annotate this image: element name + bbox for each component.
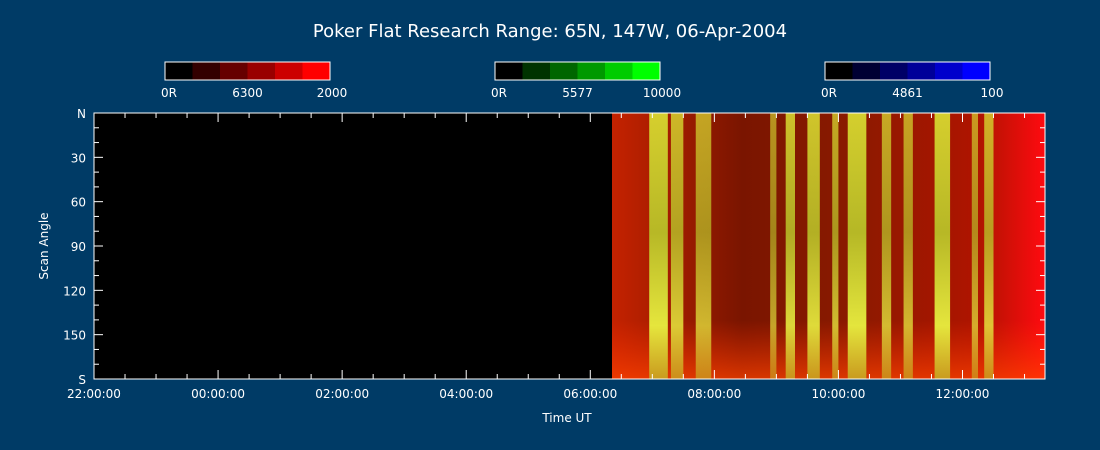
aurora-band (649, 113, 668, 379)
colorbar-swatch (275, 62, 303, 80)
y-tick-label: 90 (71, 240, 86, 254)
aurora-band (695, 113, 712, 379)
colorbar-swatch (962, 62, 991, 80)
aurora-band (832, 113, 839, 379)
aurora-band (770, 113, 777, 379)
colorbar-max-label: 10000 (643, 86, 681, 100)
colorbar-min-label: 0R (821, 86, 837, 100)
colorbar-max-label: 100 (981, 86, 1004, 100)
aurora-band (881, 113, 892, 379)
x-tick-label: 10:00:00 (811, 387, 865, 401)
aurora-band (934, 113, 951, 379)
colorbar-swatch (632, 62, 661, 80)
colorbar-frame (494, 61, 661, 81)
x-tick-label: 00:00:00 (191, 387, 245, 401)
colorbar-swatch (825, 62, 853, 80)
colorbar-swatch (247, 62, 276, 80)
colorbar-legends: 0R 6300 2000 0R 5577 10000 0R 4861 100 (161, 61, 1004, 100)
aurora-band (847, 113, 867, 379)
x-tick-label: 22:00:00 (67, 387, 121, 401)
colorbar-swatch (165, 62, 193, 80)
colorbar-swatch (935, 62, 963, 80)
colorbar-swatch (302, 62, 331, 80)
x-tick-label: 08:00:00 (687, 387, 741, 401)
plot-area (93, 112, 1046, 380)
colorbar-swatch (522, 62, 551, 80)
colorbar-wavelength-label: 4861 (892, 86, 923, 100)
colorbar-frame (824, 61, 991, 81)
aurora-band (670, 113, 684, 379)
y-tick-label: N (77, 107, 86, 121)
y-tick-label: 150 (63, 329, 86, 343)
aurora-band (807, 113, 820, 379)
y-tick-label: S (78, 373, 86, 387)
y-tick-label: 120 (63, 284, 86, 298)
colorbar-min-label: 0R (161, 86, 177, 100)
colorbar-swatch (220, 62, 248, 80)
colorbar-swatch (852, 62, 881, 80)
aurora-band (984, 113, 994, 379)
y-tick-label: 60 (71, 196, 86, 210)
aurora-band (903, 113, 913, 379)
colorbar-swatch (550, 62, 578, 80)
colorbar-swatch (192, 62, 221, 80)
colorbar-5577: 0R 5577 10000 (491, 61, 681, 100)
colorbar-swatch (605, 62, 633, 80)
aurora-band (971, 113, 979, 379)
colorbar-min-label: 0R (491, 86, 507, 100)
colorbar-wavelength-label: 6300 (232, 86, 263, 100)
x-tick-label: 02:00:00 (315, 387, 369, 401)
y-axis-label: Scan Angle (37, 212, 51, 279)
colorbar-4861: 0R 4861 100 (821, 61, 1004, 100)
colorbar-swatch (880, 62, 908, 80)
x-tick-label: 06:00:00 (563, 387, 617, 401)
x-axis: 22:00:00 00:00:00 02:00:00 04:00:00 06:00:00… (67, 113, 1026, 401)
colorbar-swatch (907, 62, 936, 80)
y-tick-label: 30 (71, 151, 86, 165)
colorbar-swatch (577, 62, 606, 80)
x-tick-label: 04:00:00 (439, 387, 493, 401)
colorbar-6300: 0R 6300 2000 (161, 61, 348, 100)
colorbar-max-label: 2000 (317, 86, 348, 100)
aurora-band (785, 113, 795, 379)
aurora-data-region (611, 113, 1045, 379)
colorbar-wavelength-label: 5577 (562, 86, 593, 100)
chart-title: Poker Flat Research Range: 65N, 147W, 06… (313, 21, 787, 42)
colorbar-frame (164, 61, 331, 81)
y-axis: N 30 60 90 120 150 S (63, 107, 1045, 387)
x-axis-label: Time UT (541, 411, 592, 425)
x-tick-label: 12:00:00 (936, 387, 990, 401)
colorbar-swatch (495, 62, 523, 80)
